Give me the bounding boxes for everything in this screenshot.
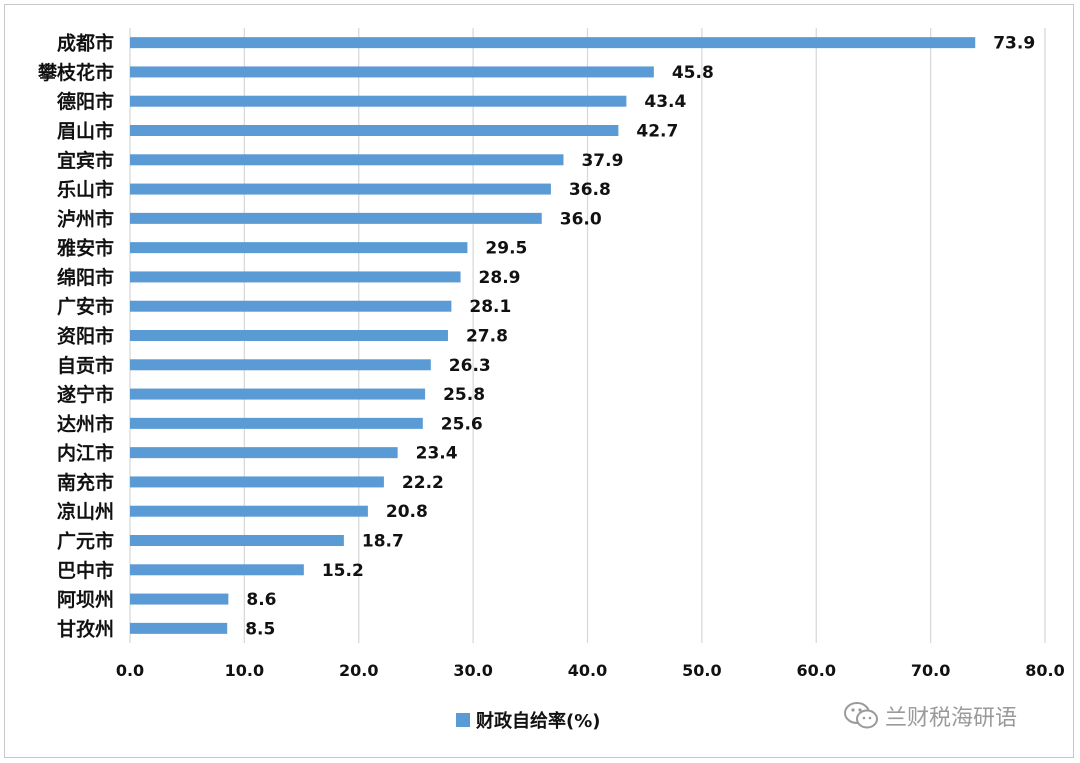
category-label: 乐山市 (57, 178, 114, 201)
bar (130, 417, 423, 429)
category-label: 自贡市 (57, 354, 114, 377)
category-label: 绵阳市 (57, 266, 114, 289)
x-tick-label: 10.0 (225, 661, 264, 680)
category-label: 甘孜州 (57, 617, 114, 640)
watermark-text: 兰财税海研语 (885, 706, 1018, 731)
category-label: 德阳市 (57, 90, 114, 113)
wechat-icon (844, 702, 878, 729)
x-tick-label: 30.0 (453, 661, 492, 680)
bar (130, 242, 468, 254)
value-label: 45.8 (672, 63, 714, 83)
x-tick-label: 70.0 (911, 661, 950, 680)
bar (130, 447, 398, 459)
value-label: 8.6 (246, 590, 276, 610)
bar (130, 183, 551, 195)
x-tick-label: 50.0 (682, 661, 721, 680)
value-label: 42.7 (636, 122, 678, 142)
x-tick-label: 80.0 (1025, 661, 1064, 680)
bar (130, 564, 304, 576)
category-label: 广安市 (57, 295, 114, 318)
value-label: 15.2 (322, 561, 364, 581)
x-tick-labels: 0.0 10.0 20.0 30.0 40.0 50.0 60.0 70.0 80.0 (116, 661, 1065, 680)
category-label: 攀枝花市 (38, 61, 114, 84)
x-tick-label: 40.0 (568, 661, 607, 680)
category-label: 达州市 (57, 412, 114, 435)
bar (130, 330, 448, 341)
value-label: 36.8 (569, 180, 611, 200)
bar (130, 37, 976, 49)
value-label: 18.7 (362, 532, 404, 552)
category-label: 广元市 (57, 530, 114, 553)
category-label: 泸州市 (57, 207, 114, 230)
category-label: 资阳市 (57, 325, 114, 348)
bar (130, 359, 431, 371)
bar (130, 593, 229, 605)
legend-swatch (456, 713, 470, 727)
bar (130, 622, 228, 634)
legend-label: 财政自给率(%) (476, 711, 601, 732)
bar (130, 271, 461, 283)
bars (130, 37, 976, 634)
bar (130, 125, 619, 136)
category-label: 巴中市 (57, 559, 114, 582)
category-label: 眉山市 (57, 120, 114, 143)
watermark: 兰财税海研语 (843, 700, 1017, 732)
value-label: 25.8 (443, 385, 485, 405)
x-tick-label: 0.0 (116, 661, 144, 680)
value-label: 23.4 (416, 444, 458, 464)
value-label: 26.3 (449, 356, 491, 376)
bar (130, 95, 627, 107)
category-label: 成都市 (57, 32, 114, 55)
bar (130, 300, 452, 312)
category-label: 凉山州 (57, 500, 114, 523)
bar (130, 66, 654, 78)
category-label: 内江市 (57, 442, 114, 465)
value-label: 73.9 (993, 34, 1035, 54)
value-label: 37.9 (581, 151, 623, 171)
value-label: 25.6 (441, 414, 483, 434)
category-label: 宜宾市 (57, 149, 114, 172)
category-labels: 成都市攀枝花市德阳市眉山市宜宾市乐山市泸州市雅安市绵阳市广安市资阳市自贡市遂宁市… (38, 32, 114, 641)
bar (130, 212, 542, 224)
category-label: 雅安市 (57, 237, 114, 260)
category-label: 遂宁市 (57, 383, 114, 406)
category-label: 阿坝州 (57, 589, 114, 611)
bar (130, 505, 368, 517)
legend: 财政自给率(%) (456, 707, 601, 733)
value-label: 29.5 (485, 239, 527, 259)
bar (130, 388, 426, 400)
value-label: 28.9 (479, 268, 521, 288)
value-label: 20.8 (386, 502, 428, 522)
value-label: 27.8 (466, 327, 508, 347)
value-label: 8.5 (245, 619, 275, 639)
value-label: 43.4 (644, 92, 686, 112)
bar (130, 535, 344, 546)
bar (130, 154, 564, 166)
value-label: 22.2 (402, 473, 444, 493)
x-tick-label: 20.0 (339, 661, 378, 680)
value-label: 28.1 (469, 297, 511, 317)
bar-chart: 成都市攀枝花市德阳市眉山市宜宾市乐山市泸州市雅安市绵阳市广安市资阳市自贡市遂宁市… (38, 28, 1065, 680)
x-tick-label: 60.0 (797, 661, 836, 680)
value-label: 36.0 (560, 209, 602, 229)
category-label: 南充市 (57, 471, 114, 494)
bar (130, 476, 384, 488)
value-labels: 73.9 45.8 43.4 42.7 37.9 36.8 36.0 29.5 28.9 28.1… (245, 34, 1035, 640)
